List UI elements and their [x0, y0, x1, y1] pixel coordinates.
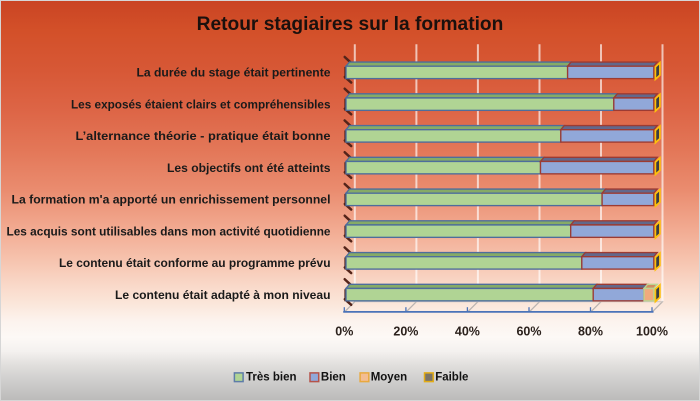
svg-text:40%: 40% — [455, 325, 480, 339]
svg-text:Les objectifs ont été atteints: Les objectifs ont été atteints — [167, 161, 331, 175]
svg-text:Très bien: Très bien — [246, 372, 297, 384]
svg-text:L’alternance théorie - pratiqu: L’alternance théorie - pratique était bo… — [76, 129, 331, 143]
svg-text:Faible: Faible — [435, 372, 468, 384]
svg-text:60%: 60% — [516, 325, 541, 339]
svg-text:Retour stagiaires sur la forma: Retour stagiaires sur la formation — [197, 14, 504, 35]
svg-text:Les acquis sont utilisables da: Les acquis sont utilisables dans mon act… — [7, 224, 331, 238]
svg-text:Bien: Bien — [321, 372, 346, 384]
svg-text:0%: 0% — [335, 325, 353, 339]
svg-text:Le contenu était conforme au p: Le contenu était conforme au programme p… — [59, 256, 331, 270]
svg-text:La durée du stage était pertin: La durée du stage était pertinente — [137, 66, 331, 80]
svg-text:La formation m'a apporté un en: La formation m'a apporté un enrichisseme… — [12, 193, 331, 207]
svg-text:20%: 20% — [393, 325, 418, 339]
svg-text:Les exposés étaient clairs et: Les exposés étaient clairs et compréhens… — [71, 97, 331, 111]
svg-text:80%: 80% — [578, 325, 603, 339]
svg-text:100%: 100% — [636, 325, 668, 339]
svg-text:Le contenu était adapté à mon: Le contenu était adapté à mon niveau — [115, 288, 331, 302]
svg-text:Moyen: Moyen — [371, 372, 407, 384]
